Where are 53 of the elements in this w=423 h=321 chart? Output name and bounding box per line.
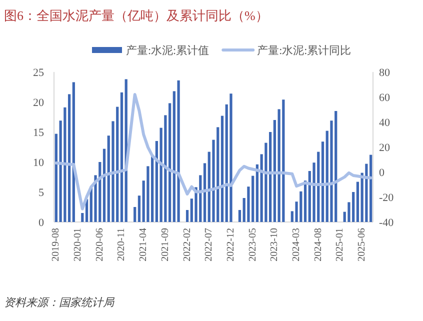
x-tick-label: 2021-09 bbox=[160, 228, 171, 262]
legend-label: 产量:水泥:累计值 bbox=[126, 44, 210, 57]
y2-tick-label: 20 bbox=[379, 142, 390, 154]
bar bbox=[134, 207, 136, 222]
bar bbox=[220, 116, 224, 222]
y-tick-label: 25 bbox=[33, 67, 44, 79]
bar bbox=[203, 163, 206, 222]
x-tick-label: 2023-05 bbox=[247, 228, 258, 262]
text: 资料来源：国家统计局 bbox=[4, 296, 115, 309]
x-tick-label: 2022-07 bbox=[204, 228, 215, 262]
x-tick-label: 2024-08 bbox=[312, 228, 324, 262]
y2-tick-label: 40 bbox=[379, 117, 390, 129]
y2-tick-label: -20 bbox=[379, 192, 394, 204]
x-tick-label: 2020-11 bbox=[116, 228, 128, 261]
bar bbox=[321, 142, 324, 222]
y-tick-label: 20 bbox=[33, 97, 44, 109]
x-tick-label: 2022-02 bbox=[182, 228, 193, 262]
x-tick-label: 2023-10 bbox=[269, 228, 280, 262]
bar bbox=[102, 148, 106, 222]
y2-tick-label: -40 bbox=[379, 217, 394, 229]
bar bbox=[238, 210, 242, 222]
bar bbox=[120, 92, 124, 222]
y2-tick-label: 0 bbox=[379, 167, 385, 179]
chart-title: 图6：全国水泥产量（亿吨）及累计同比（%） bbox=[4, 8, 268, 23]
bar bbox=[168, 103, 172, 222]
bar bbox=[138, 196, 141, 222]
x-tick-label: 2025-06 bbox=[356, 228, 368, 262]
y-tick-label: 5 bbox=[38, 187, 44, 199]
x-tick-label: 2025-01 bbox=[334, 228, 346, 262]
y2-tick-label: 80 bbox=[379, 67, 390, 79]
bar bbox=[164, 115, 167, 222]
x-tick-label: 2021-04 bbox=[138, 228, 150, 262]
legend-label: 产量:水泥:累计同比 bbox=[257, 44, 352, 57]
x-tick-label: 2020-06 bbox=[94, 228, 106, 262]
bar bbox=[68, 94, 71, 222]
bar bbox=[356, 182, 360, 222]
x-tick-label: 2024-03 bbox=[291, 228, 302, 262]
y-tick-label: 0 bbox=[38, 217, 44, 229]
x-tick-label: 2022-12 bbox=[225, 228, 236, 262]
y-tick-label: 10 bbox=[33, 157, 44, 169]
bar bbox=[177, 80, 180, 222]
bar bbox=[268, 132, 272, 222]
bar bbox=[230, 94, 232, 222]
bar bbox=[256, 164, 259, 222]
x-tick-label: 2019-08 bbox=[50, 228, 62, 262]
x-tick-label: 2020-01 bbox=[72, 228, 84, 262]
y-tick-label: 15 bbox=[33, 127, 44, 139]
bar bbox=[264, 142, 268, 222]
bar bbox=[155, 141, 158, 222]
bar bbox=[81, 213, 84, 222]
line-series bbox=[54, 93, 372, 210]
y2-tick-label: 60 bbox=[379, 92, 390, 104]
bar bbox=[186, 210, 189, 222]
